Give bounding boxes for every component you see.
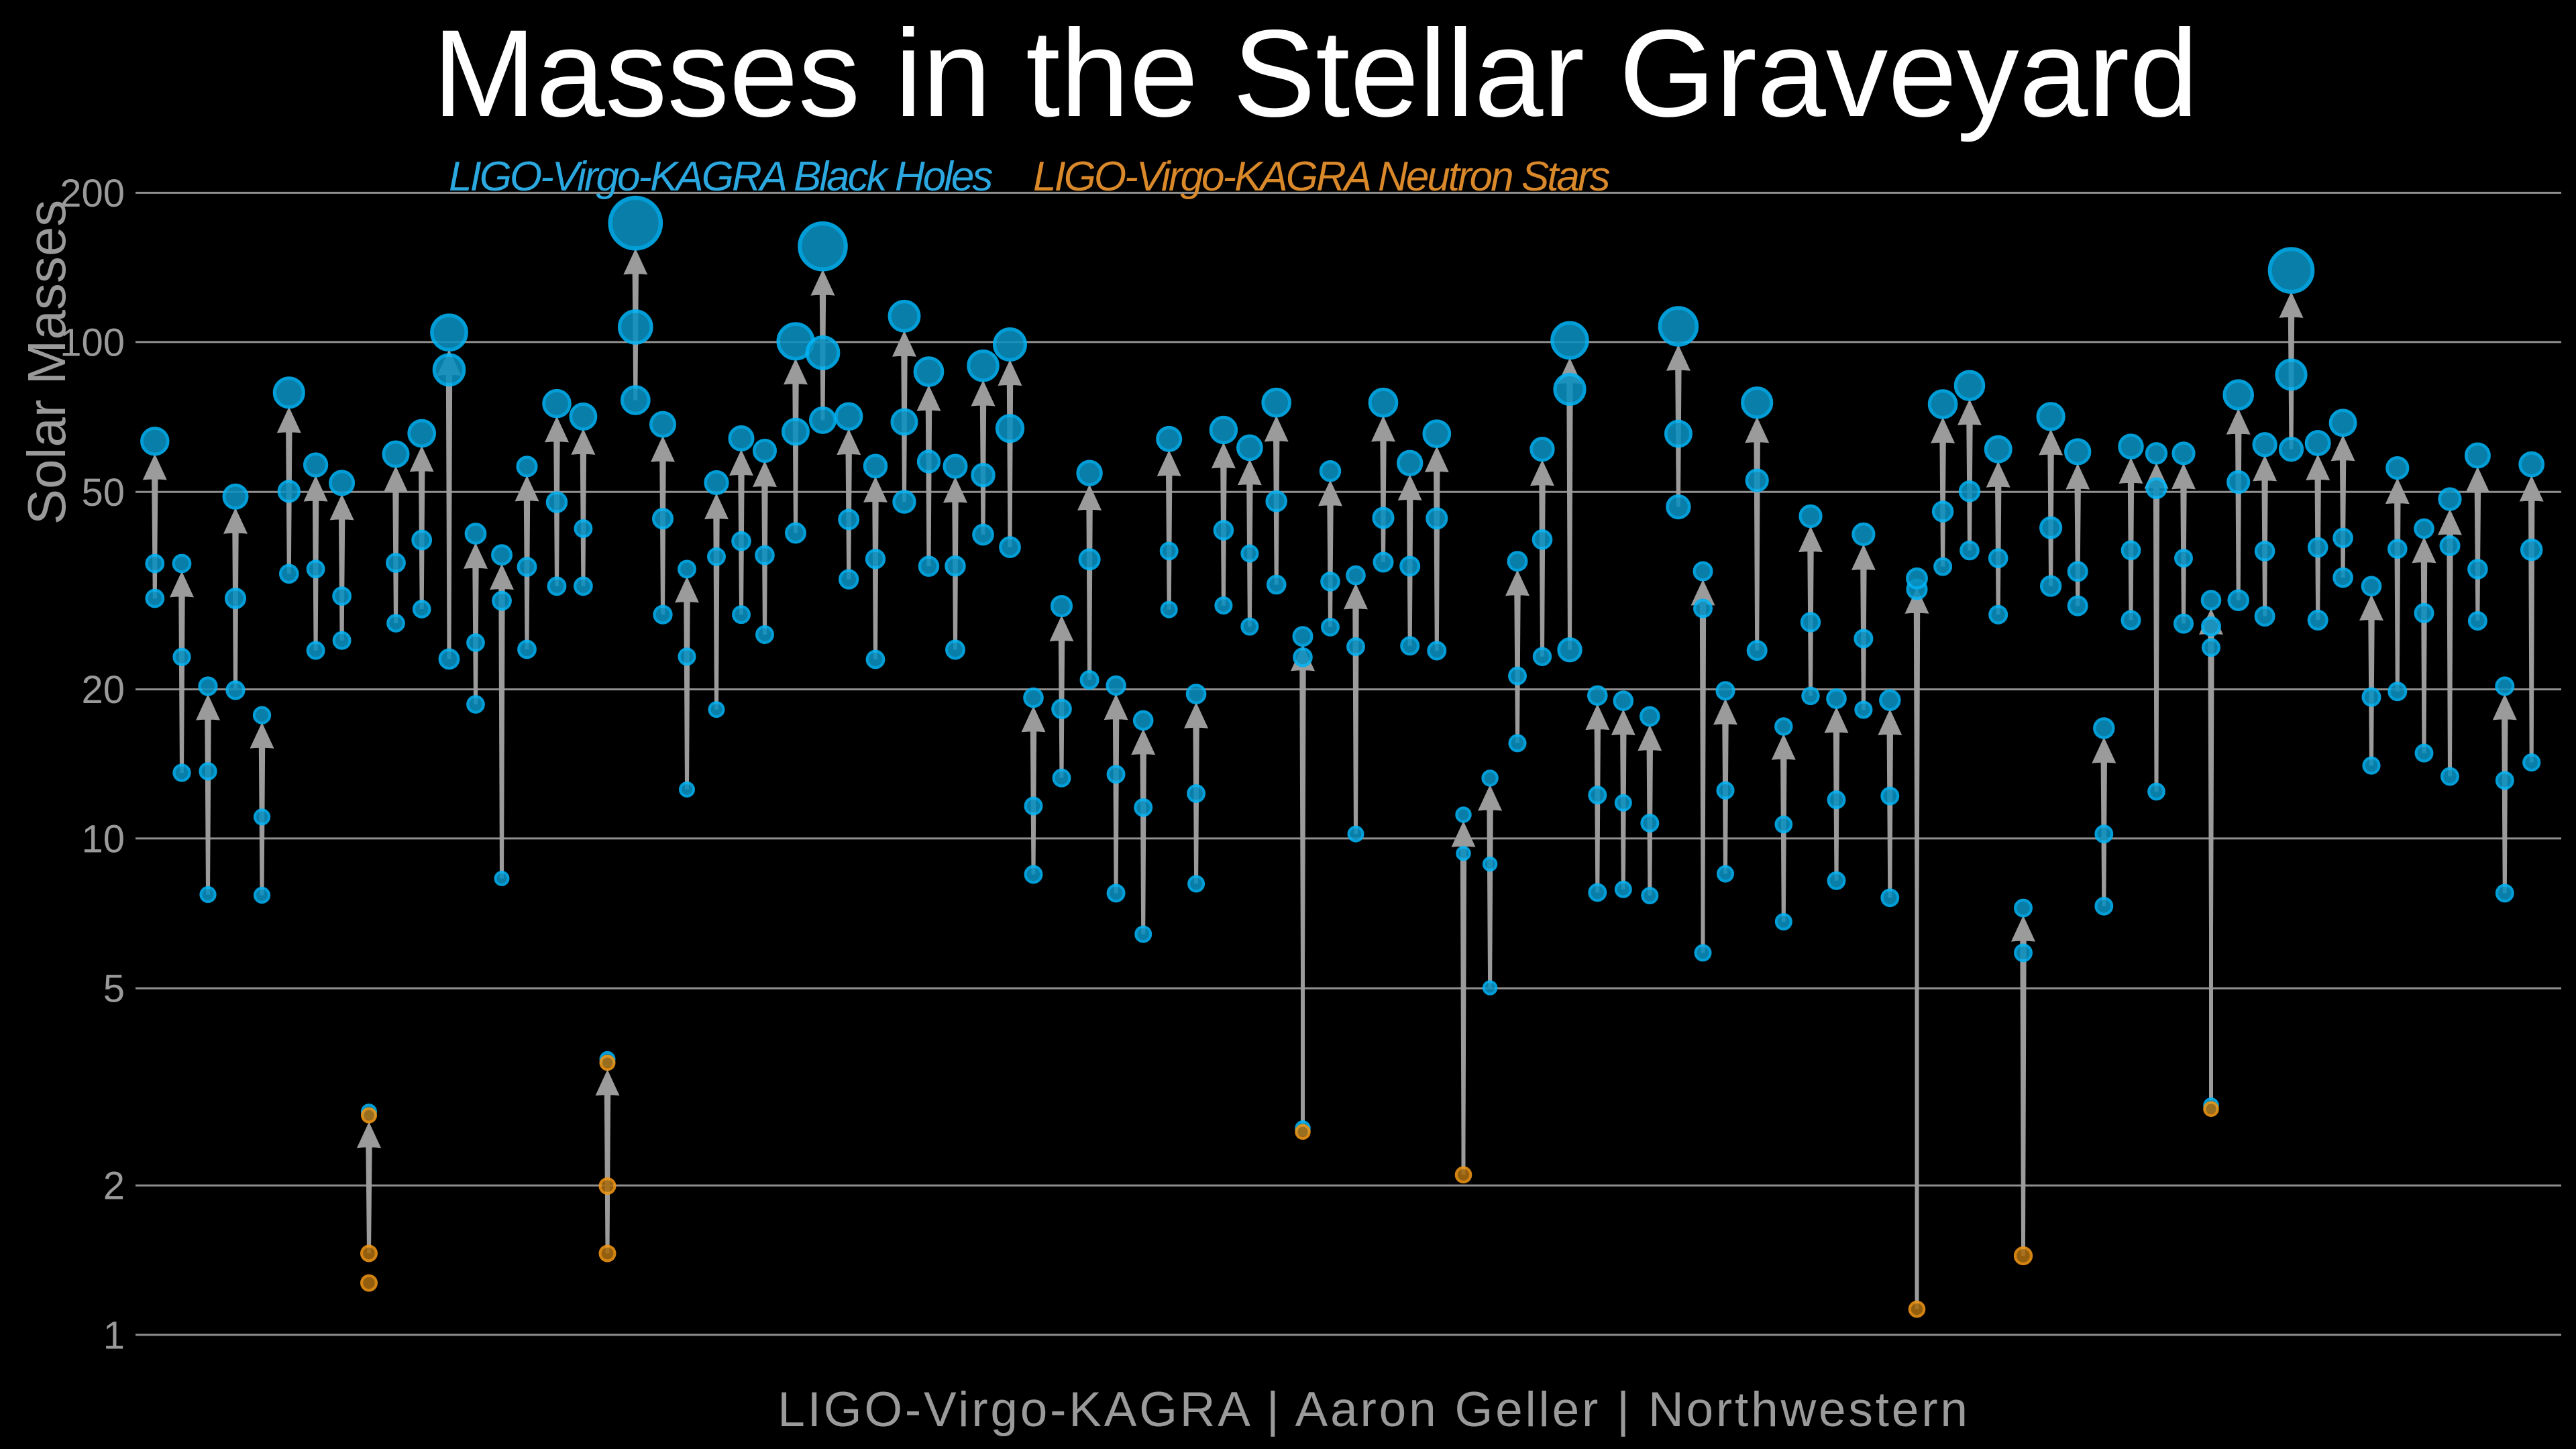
svg-text:10: 10: [81, 817, 125, 861]
svg-text:LIGO-Virgo-KAGRA | Aaron Gelle: LIGO-Virgo-KAGRA | Aaron Geller | Northw…: [777, 1383, 1970, 1437]
svg-text:50: 50: [81, 471, 125, 515]
svg-text:2: 2: [103, 1165, 125, 1208]
svg-text:LIGO-Virgo-KAGRA Black Holes: LIGO-Virgo-KAGRA Black Holes: [449, 154, 992, 200]
svg-text:200: 200: [60, 172, 125, 215]
svg-text:100: 100: [60, 321, 125, 364]
svg-text:20: 20: [81, 668, 125, 712]
svg-text:Solar Masses: Solar Masses: [17, 200, 76, 525]
svg-text:1: 1: [103, 1313, 125, 1357]
svg-text:Masses in the Stellar Graveyar: Masses in the Stellar Graveyard: [433, 5, 2198, 143]
svg-text:5: 5: [103, 967, 125, 1011]
svg-text:LIGO-Virgo-KAGRA Neutron Stars: LIGO-Virgo-KAGRA Neutron Stars: [1033, 154, 1610, 200]
